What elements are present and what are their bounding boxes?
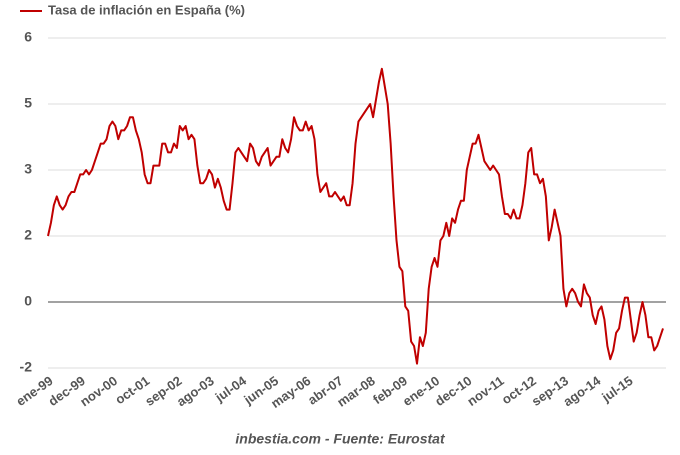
legend-label: Tasa de inflación en España (%) <box>48 2 245 17</box>
y-tick-label: 2 <box>24 227 32 243</box>
x-tick-label: ago-03 <box>174 373 217 409</box>
x-tick-label: nov-11 <box>464 373 506 409</box>
y-tick-label: 6 <box>24 29 32 45</box>
y-tick-label: 5 <box>24 95 32 111</box>
x-tick-label: jul-15 <box>598 373 635 405</box>
y-tick-label: 0 <box>24 293 32 309</box>
data-line <box>47 67 664 365</box>
y-tick-label: -2 <box>20 359 33 375</box>
footer: inbestia.com - Fuente: Eurostat <box>235 431 446 447</box>
x-tick-label: ago-14 <box>560 373 604 410</box>
y-tick-label: 3 <box>24 161 32 177</box>
x-tick-label: nov-00 <box>77 373 120 409</box>
